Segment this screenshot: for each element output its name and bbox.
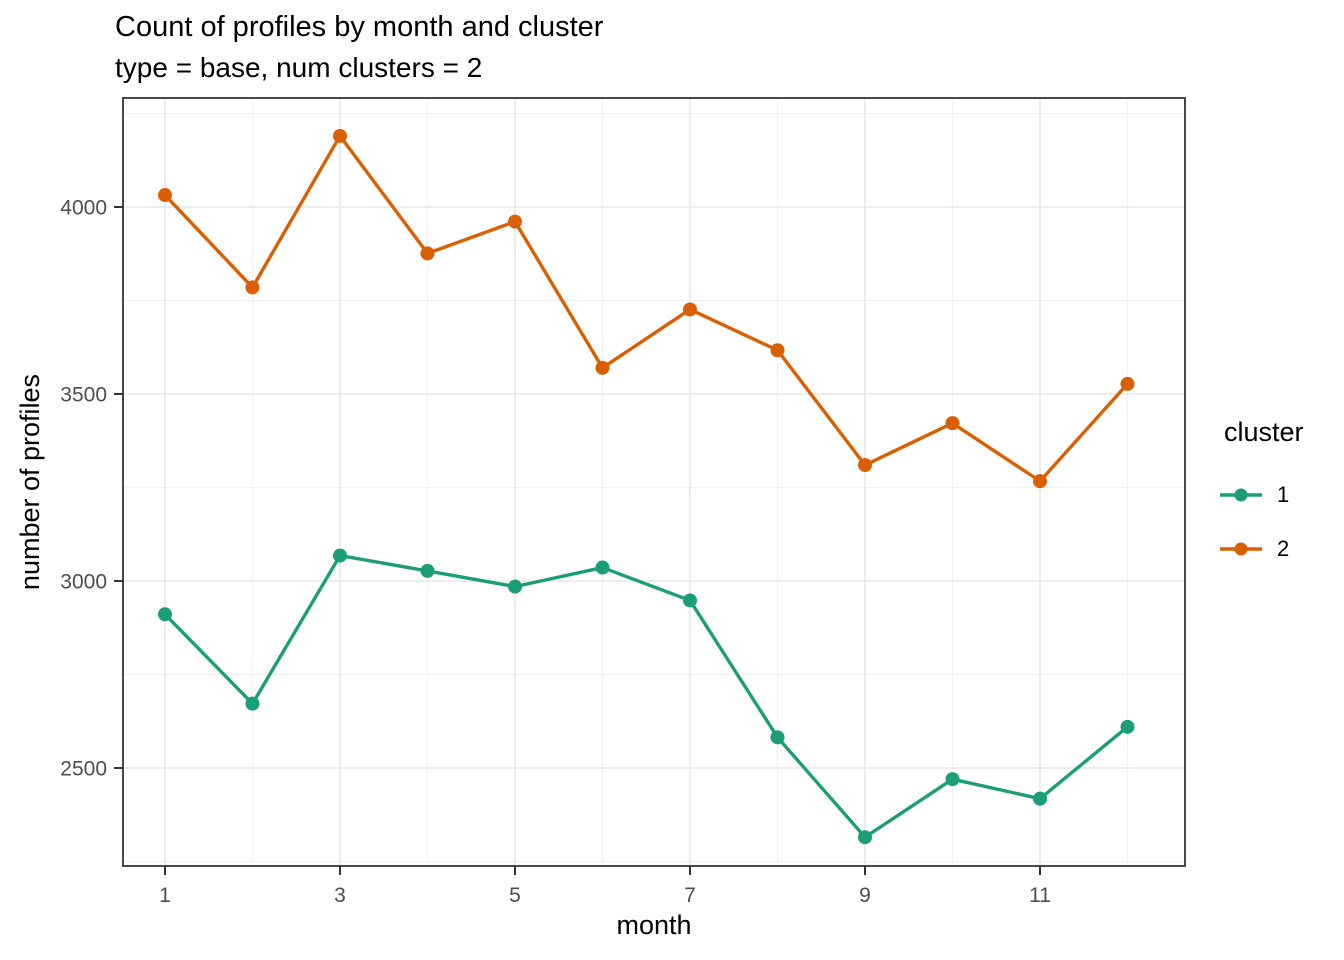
legend-item: 2 bbox=[1220, 522, 1340, 576]
data-point-cluster-2-month-10 bbox=[945, 416, 960, 431]
legend-item-label: 1 bbox=[1277, 482, 1290, 507]
y-axis-title: number of profiles bbox=[15, 373, 45, 591]
data-point-cluster-1-month-11 bbox=[1033, 791, 1047, 806]
legend-item-label: 2 bbox=[1277, 536, 1290, 561]
x-tick-label: 1 bbox=[159, 884, 171, 907]
data-point-cluster-1-month-9 bbox=[858, 830, 872, 845]
x-axis-title: month bbox=[616, 910, 692, 940]
plot-title: Count of profiles by month and cluster bbox=[115, 11, 604, 43]
data-point-cluster-1-month-7 bbox=[683, 593, 697, 608]
x-tick-label: 11 bbox=[1029, 884, 1051, 907]
y-tick-label: 2500 bbox=[60, 758, 107, 781]
data-point-cluster-1-month-2 bbox=[245, 696, 260, 711]
data-point-cluster-2-month-2 bbox=[245, 280, 260, 295]
plot-subtitle: type = base, num clusters = 2 bbox=[115, 52, 483, 83]
x-tick-label: 7 bbox=[684, 884, 696, 907]
y-tick-label: 4000 bbox=[60, 197, 107, 220]
x-tick-label: 9 bbox=[859, 884, 871, 907]
data-point-cluster-2-month-12 bbox=[1120, 376, 1135, 391]
y-tick-label: 3500 bbox=[60, 384, 107, 407]
x-tick-label: 3 bbox=[334, 884, 346, 907]
data-point-cluster-2-month-11 bbox=[1033, 474, 1047, 489]
data-point-cluster-2-month-8 bbox=[770, 343, 785, 358]
data-point-cluster-1-month-12 bbox=[1120, 719, 1135, 734]
data-point-cluster-2-month-6 bbox=[595, 360, 610, 375]
data-point-cluster-2-month-4 bbox=[420, 246, 435, 261]
legend-title: cluster bbox=[1224, 417, 1304, 447]
data-point-cluster-1-month-8 bbox=[770, 730, 785, 745]
data-point-cluster-1-month-6 bbox=[595, 560, 610, 575]
legend-key-point bbox=[1234, 488, 1248, 502]
legend-key-line-and-point-icon bbox=[1220, 542, 1262, 556]
panel-background bbox=[123, 98, 1185, 866]
series-line-cluster-1 bbox=[163, 553, 1129, 839]
data-point-cluster-2-month-7 bbox=[683, 302, 697, 317]
data-point-cluster-1-month-5 bbox=[508, 579, 522, 594]
data-point-cluster-1-month-3 bbox=[333, 548, 347, 563]
data-point-cluster-1-month-4 bbox=[420, 563, 435, 578]
legend-key-point bbox=[1234, 542, 1248, 556]
data-point-cluster-2-month-5 bbox=[508, 214, 522, 229]
data-point-cluster-2-month-3 bbox=[333, 128, 347, 143]
x-tick-label: 5 bbox=[509, 884, 521, 907]
legend-item: 1 bbox=[1220, 468, 1340, 522]
data-point-cluster-2-month-9 bbox=[858, 458, 872, 473]
legend: cluster 1 2 bbox=[1220, 417, 1340, 576]
panel-border bbox=[122, 97, 1186, 867]
data-point-cluster-1-month-10 bbox=[945, 772, 960, 787]
series-line-cluster-2 bbox=[163, 134, 1129, 483]
y-tick-label: 3000 bbox=[60, 571, 107, 594]
legend-key-line-and-point-icon bbox=[1220, 488, 1262, 502]
data-point-cluster-1-month-1 bbox=[158, 607, 172, 622]
data-point-cluster-2-month-1 bbox=[158, 188, 172, 203]
